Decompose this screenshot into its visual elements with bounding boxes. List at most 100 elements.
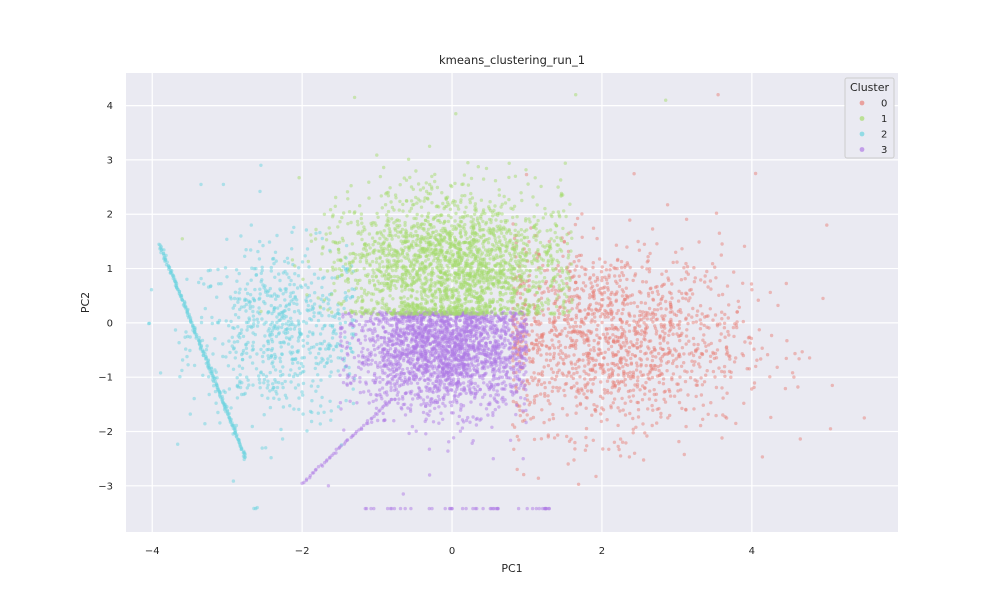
point-cluster-3 (475, 359, 479, 363)
point-cluster-3 (496, 355, 501, 359)
point-cluster-3 (419, 336, 423, 340)
point-cluster-3 (379, 343, 384, 347)
point-cluster-2 (234, 350, 238, 354)
point-cluster-2 (229, 406, 233, 410)
point-cluster-0 (624, 293, 628, 298)
point-cluster-0 (634, 425, 638, 429)
point-cluster-0 (649, 317, 653, 321)
point-cluster-3 (345, 383, 349, 387)
point-cluster-2 (274, 297, 278, 301)
point-cluster-0 (550, 288, 554, 292)
point-cluster-2 (228, 295, 233, 299)
point-cluster-2 (266, 354, 270, 358)
point-cluster-3 (418, 345, 423, 349)
point-cluster-0 (528, 400, 532, 405)
point-cluster-0 (623, 401, 627, 405)
point-cluster-3 (421, 410, 426, 415)
point-cluster-0 (552, 316, 557, 320)
point-cluster-0 (662, 390, 666, 394)
point-cluster-2 (262, 413, 266, 417)
point-cluster-0 (572, 384, 576, 388)
point-cluster-0 (735, 310, 739, 314)
point-cluster-2 (194, 336, 198, 340)
point-cluster-2 (236, 325, 240, 329)
point-cluster-2 (344, 398, 348, 403)
point-cluster-3 (338, 373, 342, 377)
point-cluster-3 (488, 317, 492, 321)
point-cluster-3 (468, 420, 472, 424)
point-cluster-0 (725, 284, 730, 288)
point-cluster-0 (650, 350, 654, 354)
point-cluster-3 (446, 449, 450, 453)
point-cluster-2 (258, 381, 262, 385)
point-cluster-3 (359, 367, 363, 371)
point-cluster-2 (221, 354, 225, 359)
point-cluster-0 (543, 281, 548, 286)
point-cluster-0 (548, 358, 553, 363)
point-cluster-0 (640, 313, 644, 317)
point-cluster-2 (288, 327, 293, 331)
point-cluster-2 (178, 375, 182, 379)
point-cluster-3 (471, 415, 475, 419)
point-cluster-3 (530, 506, 535, 511)
point-cluster-0 (639, 300, 643, 305)
point-cluster-0 (666, 276, 670, 280)
point-cluster-2 (281, 405, 286, 409)
point-cluster-2 (244, 309, 248, 313)
point-cluster-2 (280, 316, 284, 320)
point-cluster-3 (391, 370, 395, 374)
point-cluster-3 (422, 401, 426, 405)
point-cluster-0 (579, 317, 584, 322)
point-cluster-3 (389, 372, 393, 377)
point-cluster-3 (492, 366, 497, 371)
point-cluster-0 (702, 323, 706, 327)
point-cluster-3 (502, 329, 507, 334)
point-cluster-2 (176, 442, 180, 446)
point-cluster-0 (582, 392, 586, 396)
point-cluster-3 (433, 400, 437, 405)
point-cluster-0 (632, 344, 637, 348)
point-cluster-0 (599, 380, 603, 384)
point-cluster-3 (441, 366, 445, 370)
point-cluster-0 (582, 369, 586, 373)
point-cluster-0 (610, 290, 614, 295)
point-cluster-2 (201, 353, 206, 358)
point-cluster-0 (669, 291, 673, 296)
point-cluster-2 (262, 381, 266, 385)
point-cluster-0 (573, 440, 577, 445)
point-cluster-3 (385, 359, 389, 363)
point-cluster-2 (297, 327, 302, 331)
point-cluster-3 (482, 381, 486, 385)
point-cluster-3 (443, 334, 447, 339)
point-cluster-0 (567, 370, 571, 374)
point-cluster-0 (680, 406, 684, 411)
point-cluster-3 (373, 340, 378, 344)
point-cluster-3 (441, 348, 446, 353)
point-cluster-2 (173, 328, 178, 332)
point-cluster-2 (254, 367, 259, 371)
point-cluster-2 (280, 325, 284, 330)
point-cluster-0 (576, 482, 581, 486)
point-cluster-0 (705, 269, 709, 274)
point-cluster-2 (334, 332, 338, 336)
point-cluster-0 (619, 265, 624, 270)
point-cluster-3 (363, 338, 368, 342)
point-cluster-2 (291, 374, 296, 379)
point-cluster-0 (657, 380, 661, 385)
point-cluster-0 (659, 322, 663, 327)
point-cluster-0 (668, 350, 672, 354)
point-cluster-2 (328, 374, 332, 378)
point-cluster-3 (385, 506, 390, 511)
point-cluster-2 (288, 404, 292, 408)
point-cluster-2 (275, 385, 280, 390)
point-cluster-0 (783, 386, 788, 391)
point-cluster-0 (611, 316, 616, 320)
point-cluster-0 (752, 381, 757, 385)
point-cluster-3 (394, 315, 398, 319)
point-cluster-0 (672, 312, 677, 316)
point-cluster-3 (494, 393, 498, 397)
point-cluster-2 (232, 303, 237, 308)
point-cluster-2 (246, 325, 250, 329)
point-cluster-0 (756, 298, 760, 302)
point-cluster-0 (677, 400, 682, 405)
